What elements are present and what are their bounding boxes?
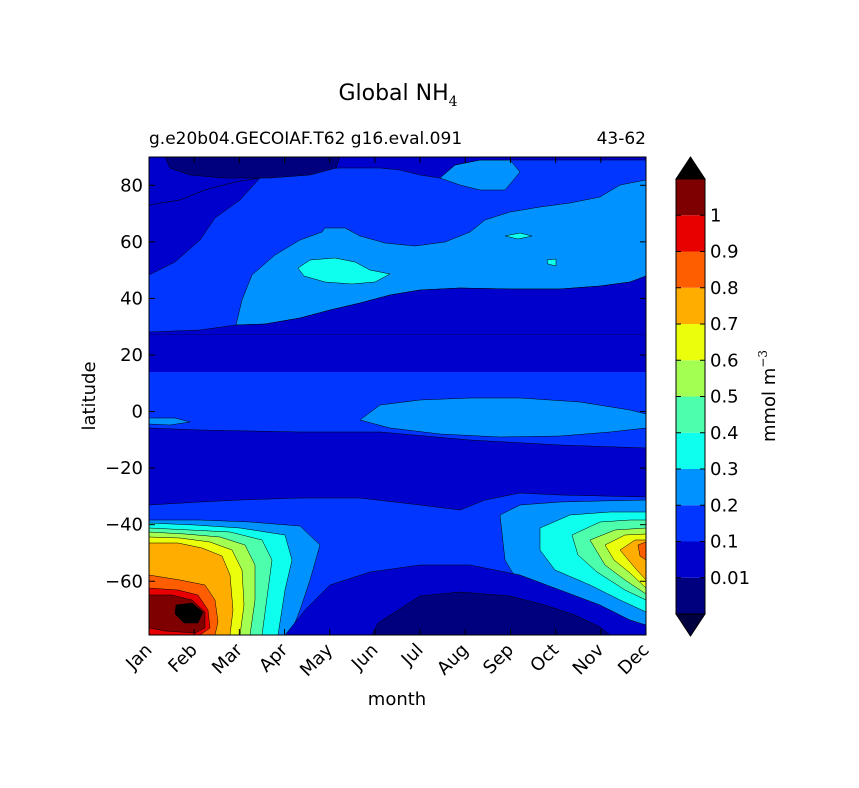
colorbar-band [676, 360, 705, 397]
x-tick-label: Aug [433, 640, 473, 680]
y-tick-label: 40 [120, 288, 143, 309]
colorbar-band [676, 541, 705, 578]
y-axis-label: latitude [79, 361, 100, 430]
x-tick-label: Oct [526, 640, 563, 677]
colorbar-band [676, 215, 705, 252]
x-axis-label: month [368, 689, 426, 710]
colorbar-extend-min [675, 613, 706, 637]
colorbar-tick-label: 0.5 [710, 387, 739, 408]
x-tick-label: Sep [479, 640, 518, 679]
colorbar-band [676, 287, 705, 324]
y-tick-label: −60 [105, 571, 143, 592]
colorbar-band [676, 251, 705, 288]
colorbar-tick-label: 0.1 [710, 532, 739, 553]
contour-eq-0-2 [359, 397, 646, 438]
colorbar-tick-label: 0.6 [710, 350, 739, 371]
colorbar-tick-label: 0.4 [710, 423, 739, 444]
x-tick-label: Jan [121, 640, 156, 675]
colorbar-band [676, 396, 705, 433]
contour-south-max [174, 602, 204, 624]
colorbar-tick-label: 0.8 [710, 278, 739, 299]
y-tick-label: 20 [120, 345, 143, 366]
y-axis: 80 60 40 20 0 −20 −40 −60 [105, 175, 646, 592]
y-tick-label: 80 [120, 175, 143, 196]
colorbar-tick-label: 0.3 [710, 459, 739, 480]
y-tick-label: 0 [132, 402, 143, 423]
contour-south-0-1 [149, 427, 646, 511]
contour-north-0-3 [297, 257, 391, 285]
colorbar-tick-label: 0.01 [710, 568, 750, 589]
contour-mid-0-1-body [149, 335, 646, 372]
x-tick-label: Jun [347, 640, 382, 675]
x-tick-label: Nov [569, 639, 609, 679]
x-tick-label: Dec [614, 640, 653, 679]
colorbar-band [676, 577, 705, 614]
y-tick-label: −20 [105, 458, 143, 479]
colorbar-tick-label: 0.2 [710, 495, 739, 516]
colorbar-band [676, 179, 705, 216]
chart-title: Global NH4 [338, 81, 457, 110]
contour-eq-0-2-west [149, 417, 191, 426]
contour-north-0-3-c [546, 258, 557, 267]
x-tick-label: May [296, 639, 337, 680]
x-tick-label: Apr [255, 639, 292, 676]
colorbar: 0.01 0.1 0.2 0.3 0.4 0.5 0.6 0.7 0.8 0.9 1 [675, 156, 750, 637]
x-tick-label: Feb [164, 640, 201, 677]
colorbar-band [676, 505, 705, 542]
colorbar-label: mmol m−3 [756, 350, 780, 442]
plot-frame [148, 156, 647, 636]
x-tick-label: Mar [208, 639, 247, 678]
subtitle-right: 43-62 [597, 129, 646, 149]
contour-antarctic-0-01 [371, 591, 611, 635]
colorbar-extend-max [675, 156, 706, 180]
subtitle-left: g.e20b04.GECOIAF.T62 g16.eval.091 [149, 129, 462, 149]
y-tick-label: −40 [105, 515, 143, 536]
contour-se-0-8 [637, 541, 646, 561]
contour-north-0-3-b [504, 232, 533, 240]
colorbar-tick-label: 0.9 [710, 242, 739, 263]
colorbar-band [676, 324, 705, 361]
colorbar-band [676, 469, 705, 506]
colorbar-tick-label: 0.7 [710, 314, 739, 335]
contour-mid-0-1 [149, 275, 646, 336]
contour-upper-0-1 [149, 177, 261, 276]
plot-area [149, 157, 646, 635]
colorbar-tick-label: 1 [710, 205, 721, 226]
y-tick-label: 60 [120, 232, 143, 253]
colorbar-band [676, 432, 705, 469]
x-tick-label: Jul [397, 640, 428, 671]
contour-arctic-0-01 [164, 157, 341, 179]
